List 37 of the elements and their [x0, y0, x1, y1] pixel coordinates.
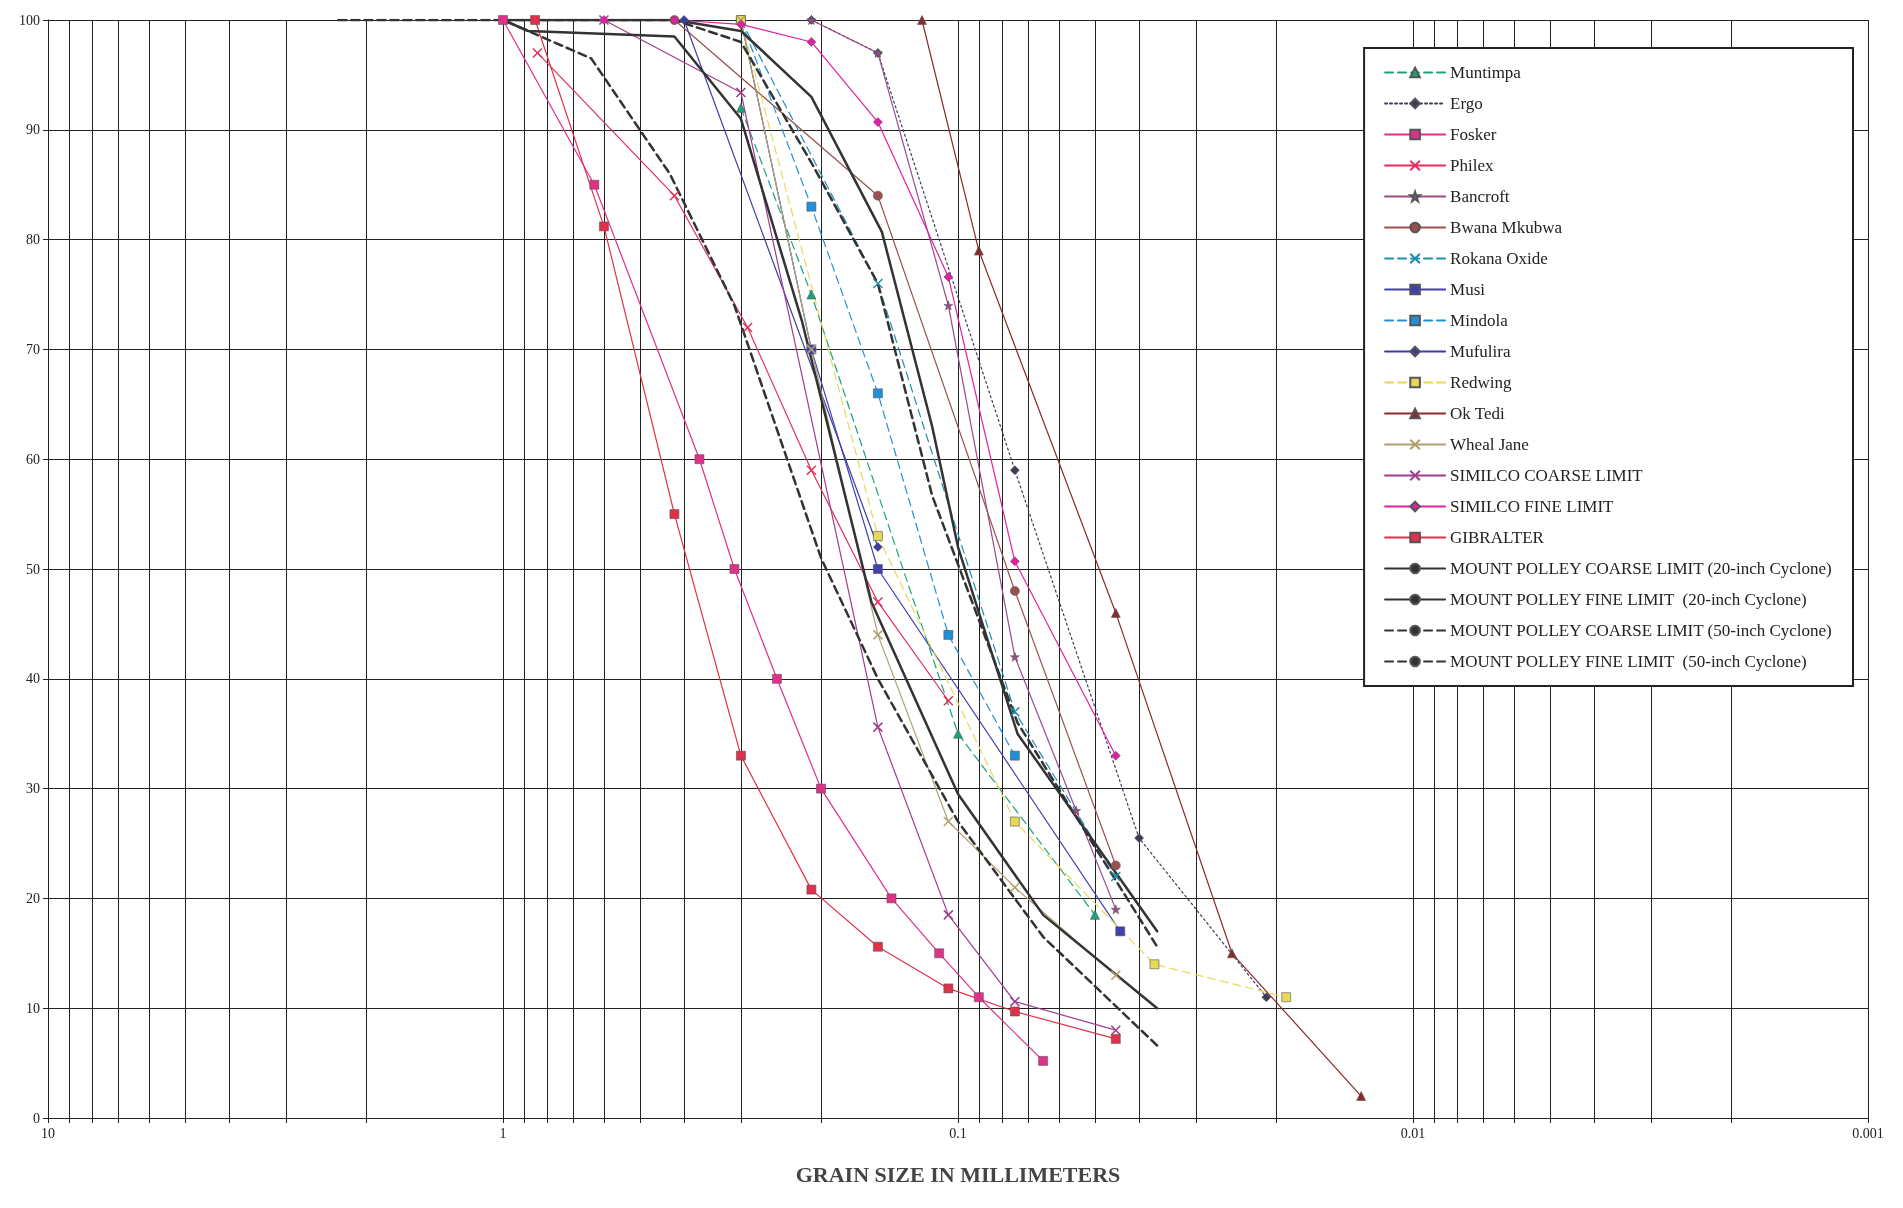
legend-label: Ergo — [1450, 94, 1483, 113]
legend-label: Mufulira — [1450, 342, 1511, 361]
legend-label: Bancroft — [1450, 187, 1510, 206]
y-tick-label: 10 — [26, 1000, 40, 1016]
x-tick-label: 0.01 — [1400, 1125, 1426, 1141]
legend-label: Redwing — [1450, 373, 1512, 392]
legend-label: MOUNT POLLEY COARSE LIMIT (50-inch Cyclone) — [1450, 621, 1832, 640]
legend-label: Ok Tedi — [1450, 404, 1506, 423]
x-tick-label: 0.1 — [949, 1125, 967, 1141]
legend-label: Philex — [1450, 156, 1495, 175]
y-tick-label: 20 — [26, 890, 40, 906]
legend-label: Wheal Jane — [1450, 435, 1529, 454]
legend-label: MOUNT POLLEY FINE LIMIT (50-inch Cyclone) — [1450, 652, 1807, 671]
legend-label: Mindola — [1450, 311, 1509, 330]
x-tick-label: 10 — [41, 1125, 55, 1141]
x-axis-title: GRAIN SIZE IN MILLIMETERS — [795, 1161, 1121, 1187]
legend-label: Fosker — [1450, 125, 1497, 144]
x-tick-label: 0.001 — [1852, 1125, 1884, 1141]
y-tick-label: 50 — [26, 561, 40, 577]
legend-label: MOUNT POLLEY FINE LIMIT (20-inch Cyclone) — [1450, 590, 1807, 609]
legend-label: SIMILCO FINE LIMIT — [1450, 497, 1615, 516]
y-tick-label: 100 — [19, 12, 40, 28]
y-tick-label: 30 — [26, 781, 40, 797]
legend-label: Bwana Mkubwa — [1450, 218, 1563, 237]
y-tick-label: 80 — [26, 232, 40, 248]
legend-label: SIMILCO COARSE LIMIT — [1450, 466, 1644, 485]
legend-label: Muntimpa — [1450, 63, 1522, 82]
y-tick-label: 40 — [26, 671, 40, 687]
y-tick-label: 60 — [26, 451, 40, 467]
y-tick-label: 90 — [26, 122, 40, 138]
y-tick-label: 70 — [26, 341, 40, 357]
legend-label: Musi — [1450, 280, 1486, 299]
y-tick-label: 0 — [33, 1110, 40, 1126]
x-tick-label: 1 — [499, 1125, 507, 1141]
legend-label: Rokana Oxide — [1450, 249, 1548, 268]
legend-label: MOUNT POLLEY COARSE LIMIT (20-inch Cyclone) — [1450, 559, 1832, 578]
legend-label: GIBRALTER — [1450, 528, 1545, 547]
